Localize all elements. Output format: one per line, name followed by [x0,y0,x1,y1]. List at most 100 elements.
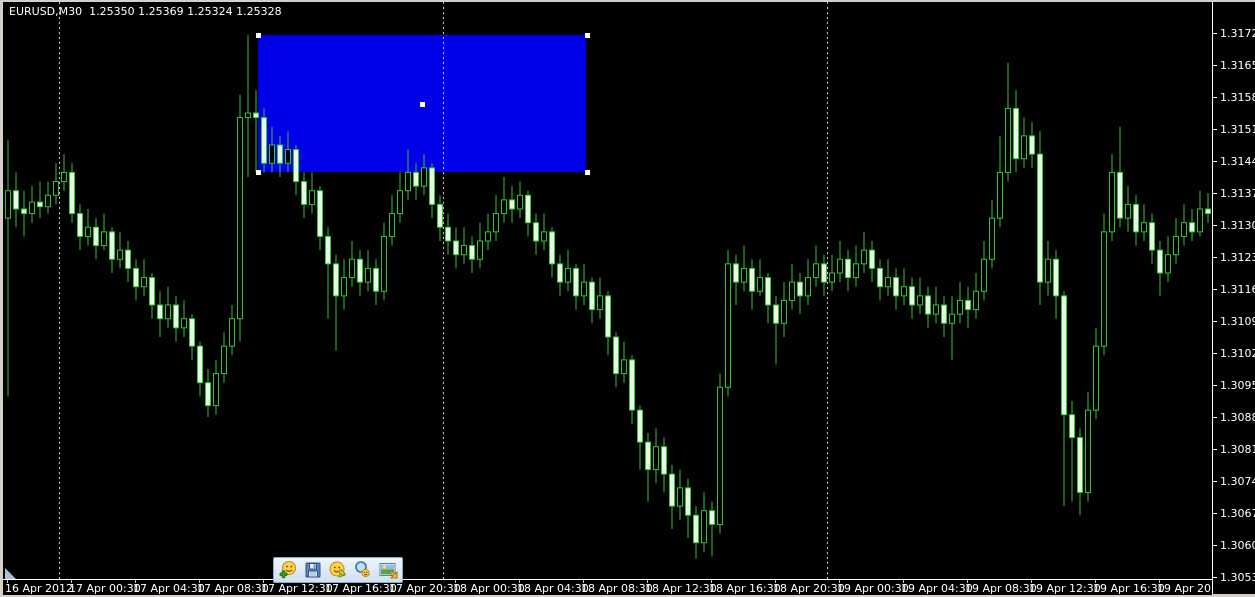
price-axis-tick [1213,481,1217,482]
candle [717,373,723,534]
candle [789,263,795,310]
candle [677,469,683,520]
candle [453,227,459,269]
candlestick-chart[interactable] [4,2,1212,579]
time-axis-label: 16 Apr 2012 [5,582,74,595]
price-axis-label: 1.30745 [1220,475,1255,488]
time-axis-label: 18 Apr 00:30 [453,582,525,595]
edit-smiley-icon[interactable] [328,560,348,580]
candle [653,428,659,484]
price-axis-label: 1.31235 [1220,251,1255,264]
price-axis-tick [1213,65,1217,66]
candle [989,199,995,269]
price-axis-tick [1213,417,1217,418]
candle [13,172,19,228]
rectangle-handle-bottom-left[interactable] [256,170,261,175]
candle [301,172,307,219]
candle [533,213,539,255]
candle [629,355,635,424]
candle [541,213,547,251]
time-axis-tick [1095,580,1096,583]
candle [1061,291,1067,507]
candle [1157,241,1163,296]
time-axis-tick [1159,580,1160,583]
price-axis-tick [1213,513,1217,514]
candle [1077,428,1083,516]
candle [437,195,443,241]
time-axis-tick [647,580,648,583]
rectangle-handle-bottom-right[interactable] [585,170,590,175]
candle [565,250,571,292]
zoom-smiley-icon[interactable] [353,560,373,580]
rectangle-handle-top-right[interactable] [585,33,590,38]
time-axis[interactable]: 16 Apr 2012 17 Apr 00:30 17 Apr 04:30 17 Ap… [3,579,1229,595]
chart-client-area: EURUSD,M30 1.25350 1.25369 1.25324 1.253… [3,2,1255,595]
candle [253,90,259,173]
candle [405,149,411,200]
candle [325,227,331,319]
candle [757,259,763,296]
candle [1045,241,1051,296]
add-smiley-icon[interactable] [278,560,298,580]
time-axis-tick [135,580,136,583]
candle [821,254,827,296]
price-axis[interactable]: 1.31725 1.31655 1.31585 1.31515 1.31445 1.313… [1212,2,1255,594]
candle [973,273,979,319]
time-axis-label: 18 Apr 04:30 [517,582,589,595]
price-axis-label: 1.30535 [1220,571,1255,584]
chart-plot-area[interactable]: EURUSD,M30 1.25350 1.25369 1.25324 1.253… [4,2,1212,579]
candle [285,131,291,173]
time-axis-tick [519,580,520,583]
price-axis-tick [1213,545,1217,546]
candle [813,245,819,287]
price-axis-tick [1213,225,1217,226]
candle [445,213,451,255]
time-axis-label: 19 Apr 08:30 [965,582,1037,595]
candle [893,268,899,310]
price-axis-tick [1213,353,1217,354]
candle [1189,209,1195,241]
candle [1173,218,1179,264]
candle [1005,62,1011,182]
candle [277,135,283,177]
candle [421,154,427,196]
candle [141,259,147,296]
candle [1197,190,1203,237]
price-axis-tick [1213,33,1217,34]
candle [173,295,179,342]
candle [829,254,835,292]
candle [213,359,219,415]
candle [621,341,627,383]
save-icon[interactable] [303,560,323,580]
candle [869,241,875,283]
chart-corner-marker [5,568,16,579]
candle [1125,186,1131,232]
candle [1021,117,1027,168]
candle [725,250,731,397]
time-axis-label: 17 Apr 04:30 [133,582,205,595]
candle [741,245,747,292]
candle [797,273,803,315]
candle [997,135,1003,228]
time-axis-label: 18 Apr 08:30 [581,582,653,595]
candle [1109,154,1115,241]
price-axis-label: 1.30955 [1220,379,1255,392]
candle [93,218,99,260]
rectangle-handle-top-left[interactable] [256,33,261,38]
price-axis-label: 1.31305 [1220,219,1255,232]
rectangle-handle-center[interactable] [420,101,425,107]
candle [429,163,435,219]
time-axis-tick [455,580,456,583]
candle [261,108,267,173]
export-image-icon[interactable] [378,560,398,580]
candle [109,227,115,273]
candle [125,241,131,283]
candle [877,259,883,301]
candle [341,259,347,310]
symbol-period-label: EURUSD,M30 [9,5,83,18]
price-axis-label: 1.31515 [1220,123,1255,136]
candle [309,172,315,214]
candle [917,277,923,315]
candle [413,163,419,200]
time-axis-tick [775,580,776,583]
